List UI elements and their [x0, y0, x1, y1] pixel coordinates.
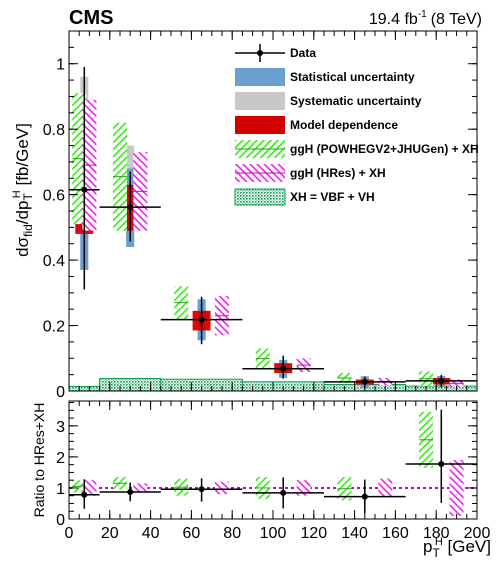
y-tick-label: 0.6 [43, 188, 65, 205]
top-header: CMS 19.4 fb-1 (8 TeV) [69, 7, 482, 29]
legend-label-model: Model dependence [290, 118, 398, 132]
legend-syst-swatch [235, 92, 285, 110]
ratio-hres-band [82, 480, 97, 496]
legend-xh-swatch [234, 188, 286, 206]
x-tick-label: 0 [65, 525, 74, 542]
ratio-y-tick-label: 3 [56, 419, 65, 436]
ratio-y-tick-label: 0 [56, 512, 65, 529]
x-tick-label: 140 [341, 525, 368, 542]
lumi-exponent: -1 [418, 9, 427, 20]
legend-label-syst: Systematic uncertainty [290, 94, 422, 108]
x-label-part: T [433, 546, 441, 560]
ratio-data-point [280, 489, 287, 496]
legend-data-marker [257, 50, 263, 56]
y-tick-label: 0.2 [43, 319, 65, 336]
lumi-value: 19.4 fb [369, 11, 418, 28]
data-points [69, 67, 477, 388]
ratio-axis-ticks: 0 1 2 3 0 20 40 60 80 100 120 140 160 180 200 [56, 401, 490, 542]
y-tick-label: 0.4 [43, 253, 65, 270]
data-point [361, 378, 368, 385]
x-tick-label: 120 [300, 525, 327, 542]
ratio-data-point [438, 461, 445, 468]
uncertainty-bands [72, 76, 464, 388]
data-point [127, 204, 134, 211]
x-tick-label: 160 [382, 525, 409, 542]
main-panel: 0 0.2 0.4 0.6 0.8 1 Data Statistical uncertain… [11, 30, 479, 401]
legend-model-swatch [235, 116, 285, 134]
data-point [280, 365, 287, 372]
ratio-hres-band [215, 481, 229, 495]
ratio-data-point [81, 491, 88, 498]
data-point [81, 186, 88, 193]
legend-label-hres: ggH (HRes) + XH [290, 166, 386, 180]
ratio-y-tick-label: 1 [56, 481, 65, 498]
legend-label-stat: Statistical uncertainty [290, 70, 415, 84]
ratio-data-point [127, 488, 134, 495]
ratio-hres-band [296, 480, 311, 496]
x-label-part: p [423, 537, 432, 556]
ratio-panel: 0 1 2 3 0 20 40 60 80 100 120 140 160 180 200 Ratio to… [31, 400, 491, 560]
x-label-part: [GeV] [443, 537, 491, 556]
energy-value: (8 TeV) [431, 11, 482, 28]
ratio-hres-band [449, 460, 464, 516]
y-label-part: [fb/GeV] [13, 123, 32, 190]
main-axis-ticks: 0 0.2 0.4 0.6 0.8 1 [43, 30, 478, 401]
x-axis-label: pTH [GeV] [423, 536, 491, 560]
legend-label-data: Data [290, 46, 316, 60]
experiment-label: CMS [69, 7, 113, 29]
legend: Data Statistical uncertainty Systematic un… [234, 44, 479, 206]
x-tick-label: 20 [101, 525, 119, 542]
ratio-hres-band [378, 478, 393, 498]
legend-label-xh: XH = VBF + VH [290, 190, 375, 204]
y-label-part: H [11, 190, 23, 198]
ratio-y-tick-label: 2 [56, 450, 65, 467]
y-tick-label: 0 [56, 384, 65, 401]
x-label-part: H [435, 536, 443, 548]
data-point [438, 377, 445, 384]
legend-stat-swatch [235, 68, 285, 86]
ratio-data-point [198, 486, 205, 493]
ratio-data-point [361, 493, 368, 500]
legend-label-powheg: ggH (POWHEGV2+JHUGen) + XH [290, 142, 479, 156]
ratio-hres-band [133, 483, 148, 493]
y-tick-label: 1 [56, 57, 65, 74]
main-y-axis-label: dσfid/dpTH [fb/GeV] [11, 123, 35, 257]
x-tick-label: 40 [142, 525, 160, 542]
x-tick-label: 180 [423, 525, 450, 542]
x-tick-label: 60 [183, 525, 201, 542]
xh-bar [68, 385, 101, 392]
x-tick-label: 80 [223, 525, 241, 542]
ratio-data-points [69, 409, 477, 514]
x-tick-label: 200 [464, 525, 491, 542]
luminosity-label: 19.4 fb-1 (8 TeV) [369, 9, 482, 28]
y-label-part: dσ [13, 236, 32, 256]
y-label-part: T [21, 193, 35, 201]
x-tick-label: 100 [260, 525, 287, 542]
y-label-part: /dp [13, 201, 32, 225]
y-label-part: fid [21, 224, 35, 237]
data-point [198, 316, 205, 323]
y-tick-label: 0.8 [43, 122, 65, 139]
ratio-y-axis-label: Ratio to HRes+XH [31, 403, 47, 518]
